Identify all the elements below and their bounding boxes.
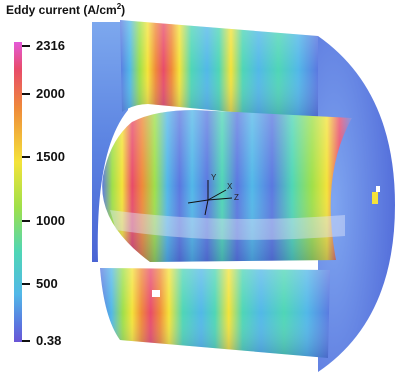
colorbar-label-min: 0.38 <box>36 333 62 348</box>
lower-shell-shading <box>100 268 330 358</box>
colorbar-label-max: 2316 <box>36 38 65 53</box>
axis-x-line <box>207 189 227 201</box>
colorbar-label-2000: 2000 <box>36 86 65 101</box>
gap-notch <box>100 258 108 265</box>
colorbar <box>14 42 22 342</box>
connector-marker <box>372 192 378 204</box>
inner-shell-shading <box>102 110 352 262</box>
axis-triad: Y X Z <box>187 173 239 216</box>
axis-down-line <box>204 199 209 216</box>
axis-z-line <box>207 197 233 201</box>
colorbar-label-1500: 1500 <box>36 149 65 164</box>
legend-title: Eddy current (A/cm2) <box>6 2 125 17</box>
colorbar-tick <box>22 340 30 342</box>
left-wall <box>92 22 128 262</box>
inner-shell-highlight <box>110 210 345 240</box>
legend-title-superscript: 2 <box>116 2 122 11</box>
colorbar-tick <box>22 93 30 95</box>
axis-z-label: Z <box>234 193 239 202</box>
axis-x-label: X <box>227 182 233 191</box>
legend-title-suffix: ) <box>121 3 126 17</box>
connector-notch <box>376 186 380 192</box>
colorbar-tick <box>22 283 30 285</box>
colorbar-label-500: 500 <box>36 276 58 291</box>
gap-notch <box>152 290 160 297</box>
colorbar-tick <box>22 220 30 222</box>
axis-y-label: Y <box>211 173 217 182</box>
legend-title-text: Eddy current (A/cm <box>6 3 117 17</box>
axis-back-line <box>187 199 209 204</box>
colorbar-tick <box>22 45 30 47</box>
upper-shell-shading <box>120 20 318 120</box>
colorbar-tick <box>22 156 30 158</box>
colorbar-label-1000: 1000 <box>36 213 65 228</box>
